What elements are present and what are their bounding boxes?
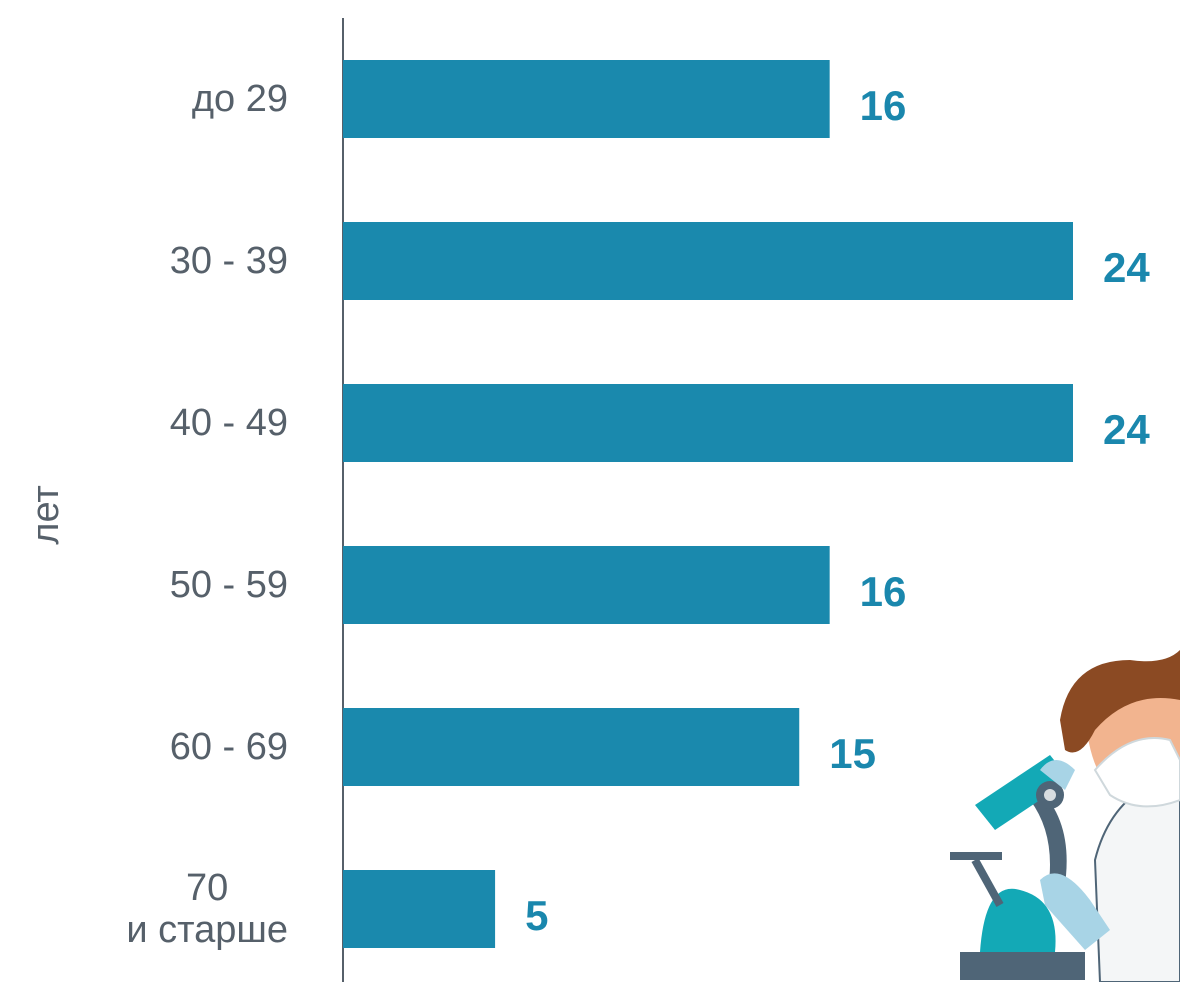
bar [343, 222, 1073, 300]
illustration [950, 650, 1180, 982]
chart: лет 16 24 24 16 15 5 [0, 0, 1180, 982]
category-label: 70 и старше [126, 867, 288, 951]
category-label: 50 - 59 [170, 564, 288, 606]
value-label: 5 [525, 892, 548, 939]
bar [343, 60, 830, 138]
value-label: 24 [1103, 244, 1150, 291]
bar [343, 708, 799, 786]
bar [343, 546, 830, 624]
axis-title: лет [25, 485, 67, 544]
value-label: 16 [860, 568, 907, 615]
bar [343, 384, 1073, 462]
value-label: 24 [1103, 406, 1150, 453]
category-label: 30 - 39 [170, 240, 288, 282]
category-label: 40 - 49 [170, 402, 288, 444]
value-label: 16 [860, 82, 907, 129]
page: {"chart_data": {"type": "bar", "orientat… [0, 0, 1180, 982]
value-label: 15 [829, 730, 876, 777]
category-label: 60 - 69 [170, 726, 288, 768]
bar [343, 870, 495, 948]
category-label: до 29 [192, 78, 288, 120]
